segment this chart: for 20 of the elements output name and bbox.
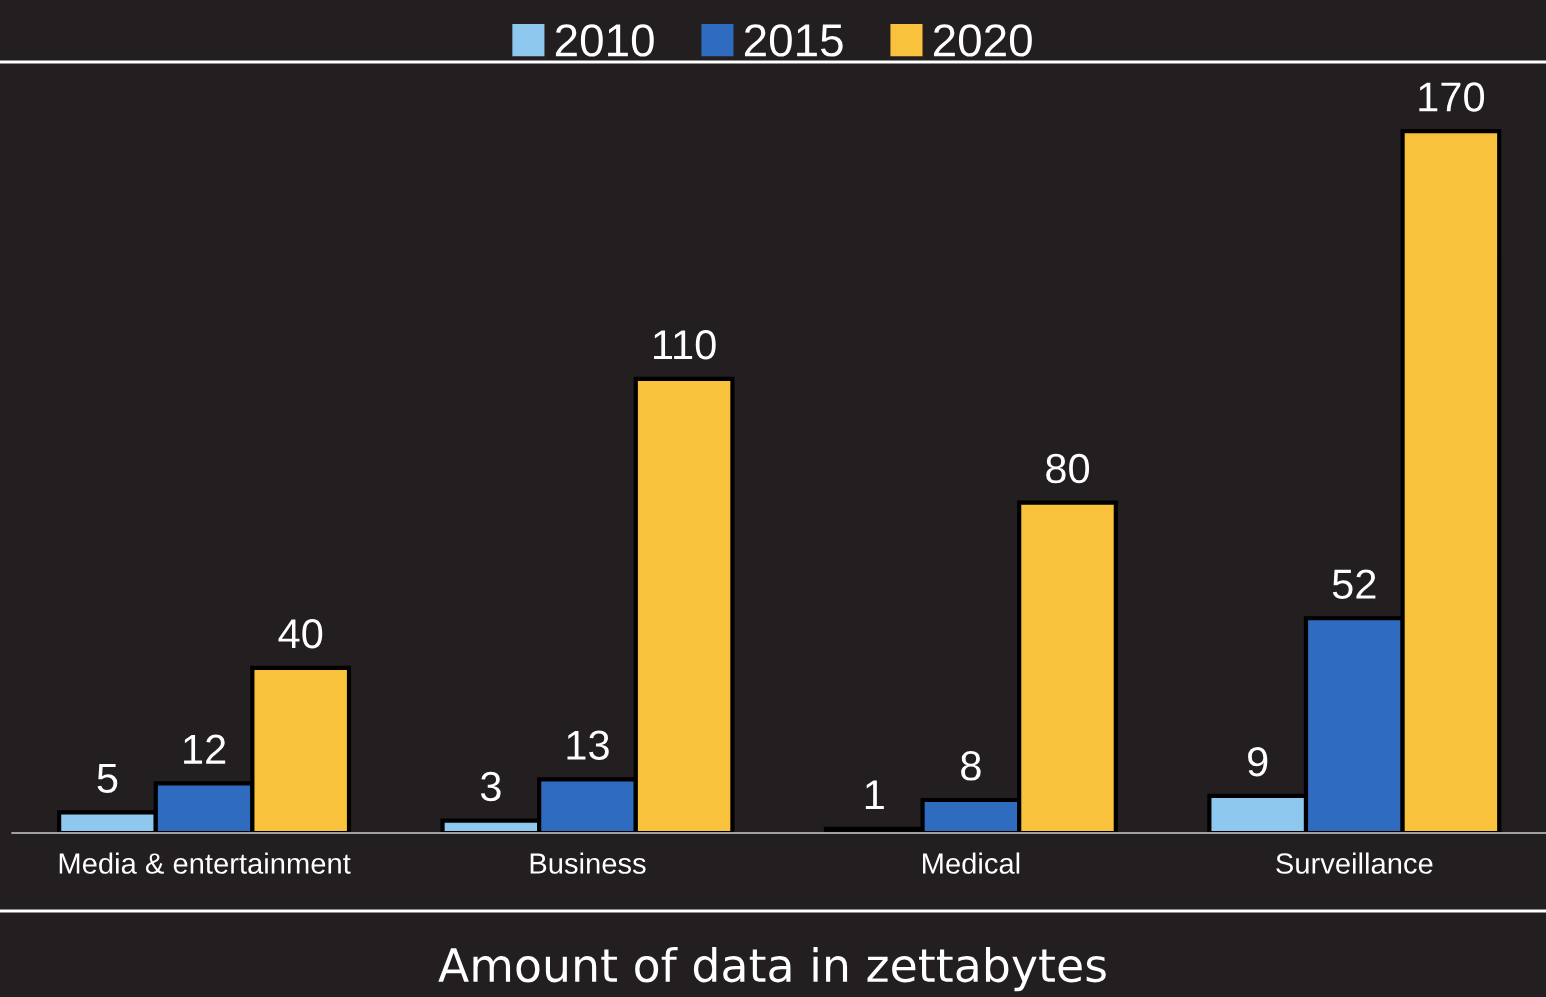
text: Amount of data in zettabytes — [438, 946, 1106, 992]
data-label: 8 — [961, 751, 981, 781]
x-tick-label: Business — [530, 852, 646, 874]
data-label: 40 — [278, 618, 323, 649]
data-label: 3 — [480, 771, 501, 802]
data-label: 12 — [184, 734, 226, 764]
data-label: 9 — [1248, 746, 1268, 777]
legend-label: 2020 — [933, 24, 1032, 57]
data-label: 1 — [865, 780, 884, 810]
data-label: 5 — [97, 763, 118, 794]
data-label: 170 — [1419, 82, 1485, 112]
x-tick-label: Medical — [923, 852, 1020, 874]
legend-label: 2010 — [555, 24, 654, 57]
x-tick-label: Media & entertainment — [59, 852, 351, 874]
data-label: 80 — [1046, 453, 1090, 484]
data-label: 52 — [1332, 569, 1376, 599]
x-tick-label: Surveillance — [1276, 852, 1433, 874]
legend-label: 2015 — [744, 24, 843, 57]
data-label: 13 — [567, 730, 609, 760]
data-label: 110 — [654, 329, 716, 360]
